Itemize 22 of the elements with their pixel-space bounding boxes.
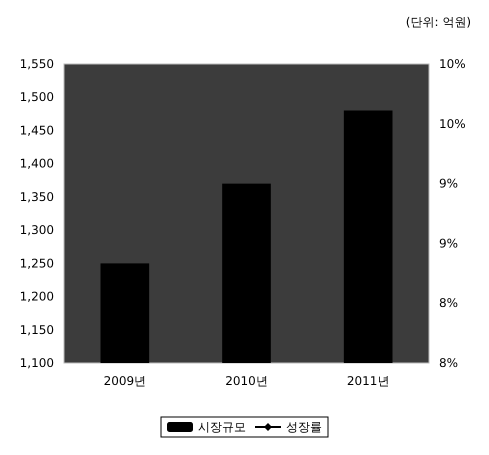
y2-tick-label: 10% [439, 57, 466, 71]
y-tick-label: 1,300 [20, 223, 54, 238]
y-tick-label: 1,450 [20, 123, 54, 138]
y2-tick-label: 8% [439, 356, 458, 370]
legend-label: 시장규모 [198, 420, 246, 434]
legend-label: 성장률 [286, 420, 322, 434]
text: (단위: 억원) [406, 15, 472, 29]
y-tick-label: 1,250 [20, 256, 54, 270]
y2-tick-label: 10% [439, 116, 466, 131]
y2-tick-label: 8% [439, 296, 458, 310]
y2-tick-label: 9% [439, 236, 458, 250]
y-tick-label: 1,550 [20, 57, 54, 71]
y-tick-label: 1,400 [20, 156, 54, 171]
y-tick-label: 1,200 [20, 290, 54, 304]
y-tick-label: 1,100 [20, 356, 54, 370]
y-tick-label: 1,350 [20, 190, 54, 204]
x-tick-label: 2009년 [104, 374, 146, 388]
x-tick-label: 2011년 [346, 374, 390, 388]
y2-tick-label: 9% [439, 176, 458, 191]
y-tick-label: 1,150 [20, 322, 54, 337]
x-tick-label: 2010년 [225, 374, 268, 388]
y-tick-label: 1,500 [20, 90, 54, 104]
